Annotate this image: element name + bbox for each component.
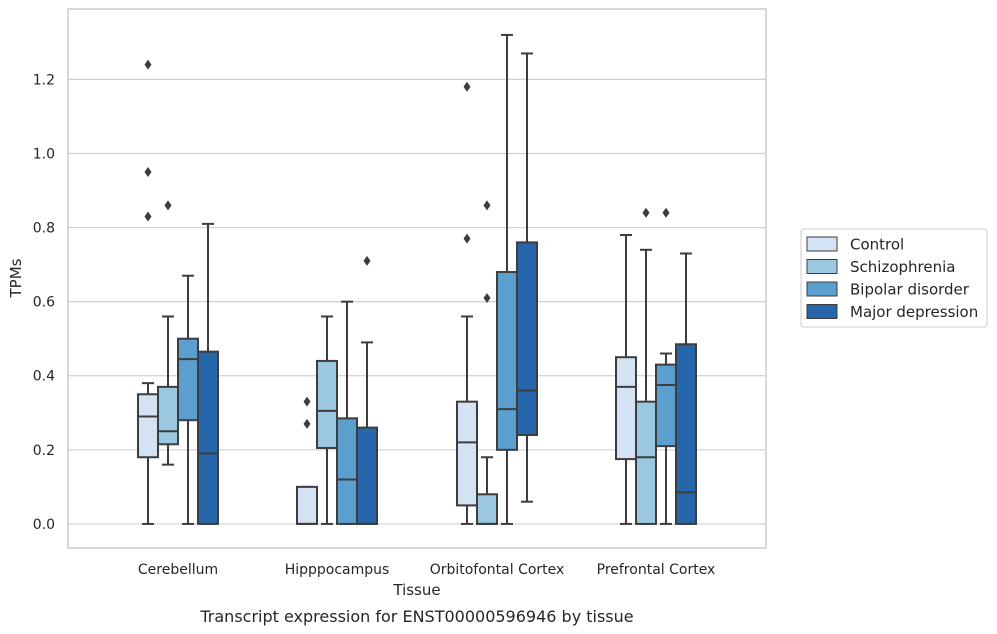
box-bipolar-disorder (177, 274, 199, 525)
legend-label: Major depression (850, 303, 978, 321)
box-iqr (635, 400, 657, 525)
box-schizophrenia (157, 200, 179, 466)
x-tick-label: Cerebellum (138, 562, 218, 578)
outlier-point (303, 418, 311, 429)
box-bipolar-disorder (336, 300, 358, 525)
box-iqr (336, 417, 358, 525)
box-schizophrenia (316, 315, 338, 525)
box-major-depression (197, 222, 219, 525)
box-iqr (476, 493, 498, 525)
outlier-point (144, 166, 152, 177)
legend-label: Bipolar disorder (850, 281, 970, 299)
y-tick-label: 1.0 (33, 146, 55, 162)
box-control (615, 233, 637, 525)
outlier-point (463, 81, 471, 92)
y-tick-label: 0.0 (33, 517, 55, 533)
box-major-depression (356, 255, 378, 525)
x-axis-ticks: Cerebellum Hipppocampus Orbitofontal Corte… (138, 562, 715, 578)
y-tick-label: 0.8 (33, 221, 55, 237)
box-iqr (615, 356, 637, 461)
box-schizophrenia (635, 207, 657, 525)
box-control (456, 81, 478, 525)
grid-lines (68, 78, 766, 525)
box-plot-area (137, 33, 697, 525)
outlier-point (363, 255, 371, 266)
legend-frame (800, 228, 988, 328)
box-iqr (137, 393, 159, 459)
y-axis-ticks: 0.0 0.2 0.4 0.6 0.8 1.0 1.2 (33, 72, 55, 533)
y-axis-label: TPMs (7, 258, 25, 298)
box-iqr (675, 343, 697, 525)
x-tick-label: Prefrontal Cortex (597, 562, 716, 578)
box-iqr (157, 385, 179, 446)
box-iqr (296, 485, 318, 525)
legend-label: Control (850, 236, 904, 254)
box-iqr (316, 359, 338, 449)
outlier-point (463, 233, 471, 244)
box-iqr (177, 337, 199, 422)
legend-swatch (806, 236, 838, 252)
box-major-depression (675, 252, 697, 525)
box-schizophrenia (476, 200, 498, 525)
x-axis-label: Tissue (392, 581, 440, 599)
box-iqr (456, 400, 478, 507)
legend-swatch (806, 304, 838, 319)
y-tick-label: 1.2 (33, 72, 55, 88)
legend-swatch (806, 281, 838, 297)
box-iqr (356, 426, 378, 525)
outlier-point (164, 200, 172, 211)
box-bipolar-disorder (496, 33, 518, 525)
outlier-point (662, 207, 670, 218)
box-control (137, 59, 159, 525)
box-iqr (655, 363, 677, 448)
box-major-depression (516, 52, 538, 503)
outlier-point (144, 211, 152, 222)
x-tick-label: Orbitofontal Cortex (430, 562, 565, 578)
y-tick-label: 0.6 (33, 295, 55, 311)
box-iqr (516, 241, 538, 437)
outlier-point (144, 59, 152, 70)
box-iqr (496, 271, 518, 451)
outlier-point (483, 292, 491, 303)
x-tick-label: Hipppocampus (285, 562, 390, 578)
legend-label: Schizophrenia (850, 258, 955, 276)
legend-swatch (806, 259, 838, 274)
box-iqr (197, 350, 219, 525)
outlier-point (642, 207, 650, 218)
legend: Control Schizophrenia Bipolar disorder Majo… (800, 228, 988, 328)
y-tick-label: 0.4 (33, 369, 55, 385)
figure-caption: Transcript expression for ENST0000059694… (199, 607, 633, 626)
y-tick-label: 0.2 (33, 443, 55, 459)
outlier-point (303, 396, 311, 407)
outlier-point (483, 200, 491, 211)
plot-frame (67, 8, 767, 549)
box-bipolar-disorder (655, 207, 677, 525)
box-control (296, 396, 318, 525)
